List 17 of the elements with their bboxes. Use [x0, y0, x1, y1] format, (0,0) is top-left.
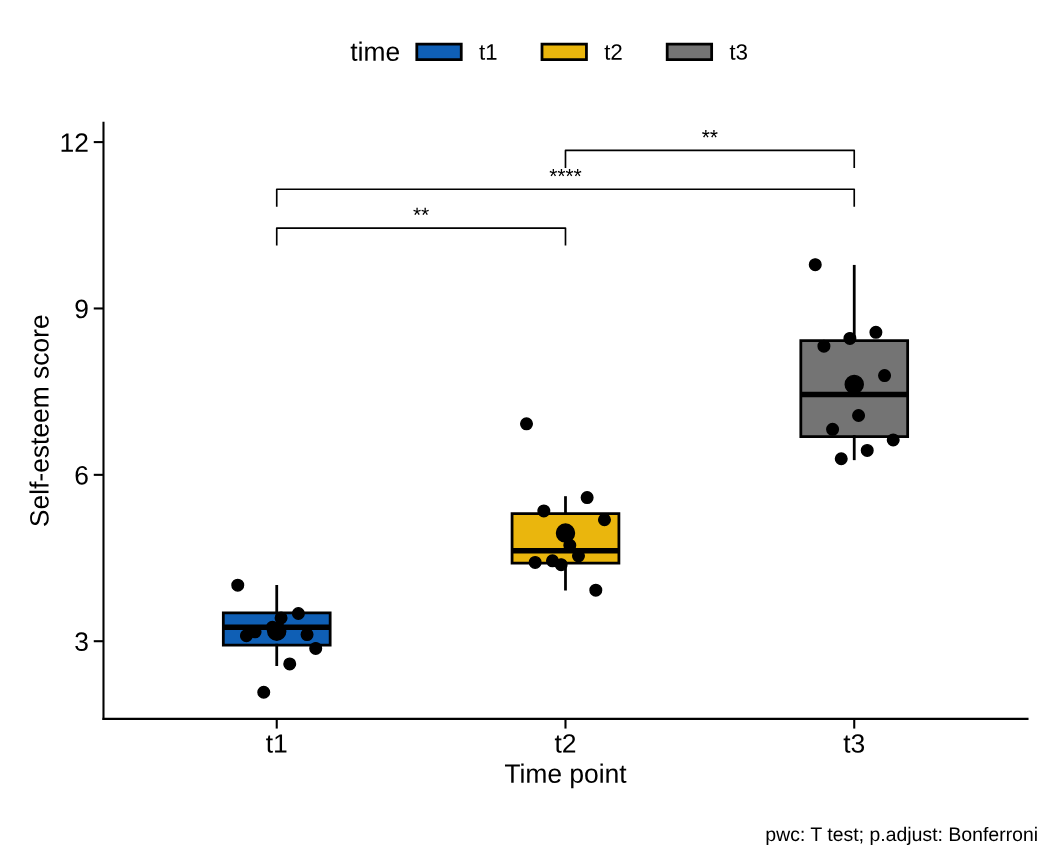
- y-tick-label: 9: [75, 299, 88, 319]
- x-tick-label: t3: [843, 734, 865, 753]
- legend-label: t3: [729, 44, 747, 60]
- legend-label: t2: [604, 44, 622, 60]
- y-tick-label: 12: [61, 133, 88, 152]
- legend-title: time: [350, 41, 399, 61]
- x-axis-title: Time point: [504, 763, 627, 789]
- annotation: **: [413, 207, 429, 216]
- y-tick-label: 6: [75, 465, 88, 485]
- text: pwc: T test; p.adjust: Bonferroni: [766, 826, 1037, 845]
- legend-label: t1: [479, 44, 497, 60]
- y-tick-label: 3: [75, 632, 88, 652]
- x-tick-label: t2: [554, 734, 576, 753]
- y-axis-title: Self-esteem score: [29, 315, 49, 526]
- annotation: ****: [549, 168, 582, 177]
- x-tick-label: t1: [266, 734, 287, 753]
- annotation: **: [702, 130, 718, 138]
